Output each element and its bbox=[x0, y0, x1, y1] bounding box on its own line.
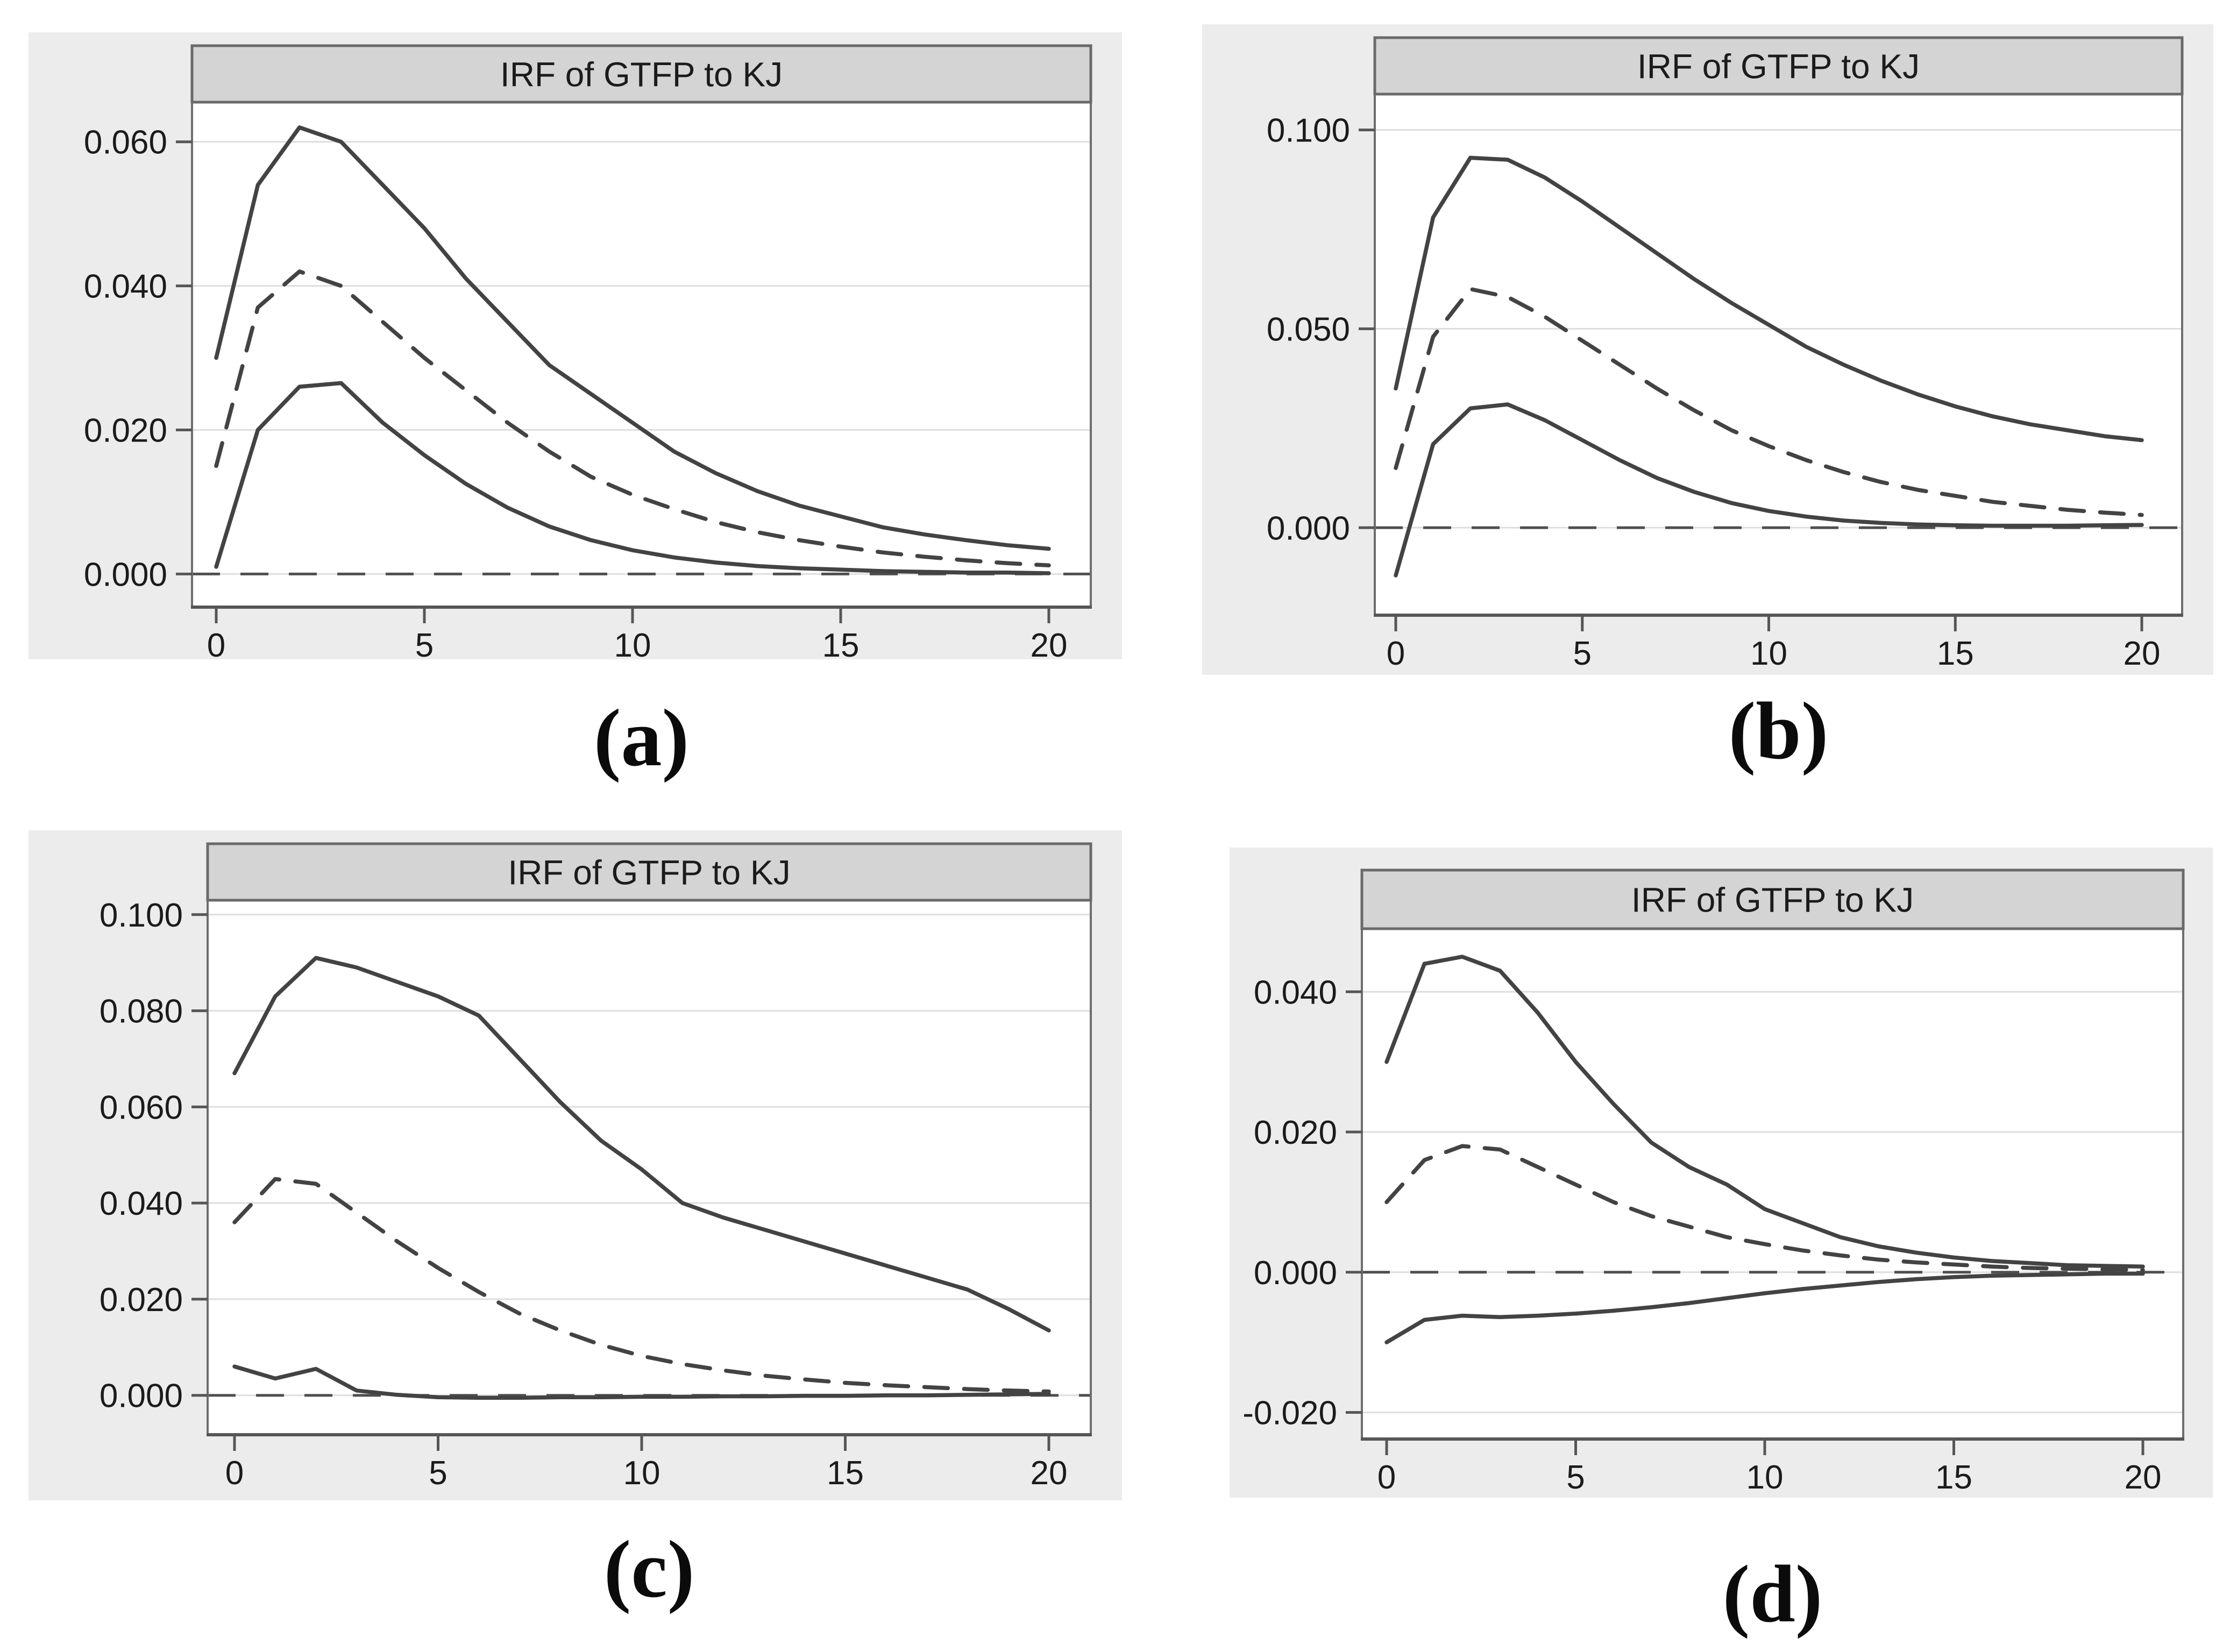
x-tick-label: 10 bbox=[1746, 1459, 1784, 1496]
x-tick-label: 0 bbox=[1387, 635, 1405, 672]
y-tick-label: 0.080 bbox=[100, 993, 183, 1030]
plot-area bbox=[1362, 929, 2183, 1439]
title-strip bbox=[1360, 868, 2185, 930]
panel-a: 0.000 0.020 0.040 0.060 0 5 10 15 20 IRF of GTFP … bbox=[29, 32, 1122, 659]
y-tick-label: 0.000 bbox=[1254, 1255, 1337, 1292]
irf-chart-a: 0.000 0.020 0.040 0.060 0 5 10 15 20 IRF of GTFP … bbox=[29, 32, 1122, 659]
title-strip bbox=[190, 44, 1092, 104]
x-tick-label: 5 bbox=[415, 627, 434, 659]
chart-title: IRF of GTFP to KJ bbox=[1637, 47, 1920, 86]
x-tick-label: 10 bbox=[614, 627, 651, 659]
panel-c: 0.000 0.020 0.040 0.060 0.080 0.100 0 5 10 15 20 IR… bbox=[29, 830, 1122, 1500]
x-tick-label: 10 bbox=[1750, 635, 1787, 672]
x-tick-label: 20 bbox=[2125, 1459, 2162, 1496]
y-tick-label: 0.020 bbox=[1254, 1114, 1337, 1151]
irf-estimate-line bbox=[214, 269, 1051, 568]
y-tick-label: 0.100 bbox=[1267, 112, 1350, 149]
y-tick-label: 0.040 bbox=[1254, 974, 1337, 1011]
y-tick-label: 0.040 bbox=[84, 268, 167, 305]
y-tick-label: 0.040 bbox=[100, 1185, 183, 1222]
irf-chart-b: 0.000 0.050 0.100 0 5 10 15 20 IRF of GTFP to KJ bbox=[1202, 24, 2213, 675]
x-tick-label: 20 bbox=[1031, 1455, 1068, 1492]
y-tick-label: 0.060 bbox=[100, 1089, 183, 1126]
panel-caption-a: (a) bbox=[593, 693, 690, 783]
irf-estimate-line bbox=[232, 1177, 1051, 1394]
y-tick-label: -0.020 bbox=[1242, 1395, 1337, 1432]
x-tick-label: 20 bbox=[2124, 635, 2161, 672]
title-strip bbox=[206, 842, 1092, 902]
panel-caption-c: (c) bbox=[603, 1524, 695, 1614]
x-tick-label: 5 bbox=[429, 1455, 447, 1492]
x-tick-label: 20 bbox=[1031, 627, 1068, 659]
lower-confidence-band-line bbox=[1394, 402, 2144, 578]
lower-confidence-band-line bbox=[232, 1364, 1051, 1400]
plot-area bbox=[192, 102, 1091, 607]
y-tick-label: 0.000 bbox=[84, 556, 167, 593]
chart-title: IRF of GTFP to KJ bbox=[508, 853, 790, 892]
x-tick-label: 0 bbox=[1377, 1459, 1396, 1496]
irf-chart-c: 0.000 0.020 0.040 0.060 0.080 0.100 0 5 10 15 20 IR… bbox=[29, 830, 1122, 1500]
chart-title: IRF of GTFP to KJ bbox=[500, 55, 783, 94]
y-tick-label: 0.000 bbox=[100, 1378, 183, 1415]
panel-caption-b: (b) bbox=[1728, 686, 1829, 776]
y-tick-label: 0.060 bbox=[84, 124, 167, 161]
title-strip bbox=[1373, 36, 2184, 96]
y-tick-label: 0.000 bbox=[1267, 510, 1350, 547]
y-tick-label: 0.100 bbox=[100, 897, 183, 934]
lower-confidence-band-line bbox=[214, 381, 1051, 575]
x-tick-label: 0 bbox=[225, 1455, 244, 1492]
upper-confidence-band-line bbox=[214, 125, 1051, 551]
x-tick-label: 10 bbox=[623, 1455, 661, 1492]
y-tick-label: 0.050 bbox=[1267, 311, 1350, 348]
plot-area bbox=[1375, 94, 2182, 615]
panel-b: 0.000 0.050 0.100 0 5 10 15 20 IRF of GTFP to KJ bbox=[1202, 24, 2213, 675]
irf-estimate-line bbox=[1384, 1144, 2145, 1272]
y-tick-label: 0.020 bbox=[84, 412, 167, 450]
upper-confidence-band-line bbox=[1384, 955, 2145, 1269]
upper-confidence-band-line bbox=[232, 956, 1051, 1333]
plot-area bbox=[208, 900, 1091, 1435]
x-tick-label: 5 bbox=[1566, 1459, 1585, 1496]
y-tick-label: 0.020 bbox=[100, 1281, 183, 1319]
irf-chart-d: -0.020 0.000 0.020 0.040 0 5 10 15 20 IRF of GTFP… bbox=[1230, 848, 2213, 1498]
x-tick-label: 15 bbox=[1937, 635, 1974, 672]
x-tick-label: 15 bbox=[822, 627, 860, 659]
panel-caption-d: (d) bbox=[1722, 1549, 1823, 1639]
panel-d: -0.020 0.000 0.020 0.040 0 5 10 15 20 IRF of GTFP… bbox=[1230, 848, 2213, 1498]
x-tick-label: 5 bbox=[1573, 635, 1592, 672]
irf-estimate-line bbox=[1394, 287, 2144, 517]
upper-confidence-band-line bbox=[1394, 155, 2144, 443]
chart-title: IRF of GTFP to KJ bbox=[1631, 881, 1914, 920]
x-tick-label: 15 bbox=[1935, 1459, 1972, 1496]
x-tick-label: 0 bbox=[207, 627, 225, 659]
lower-confidence-band-line bbox=[1384, 1271, 2145, 1344]
x-tick-label: 15 bbox=[827, 1455, 864, 1492]
